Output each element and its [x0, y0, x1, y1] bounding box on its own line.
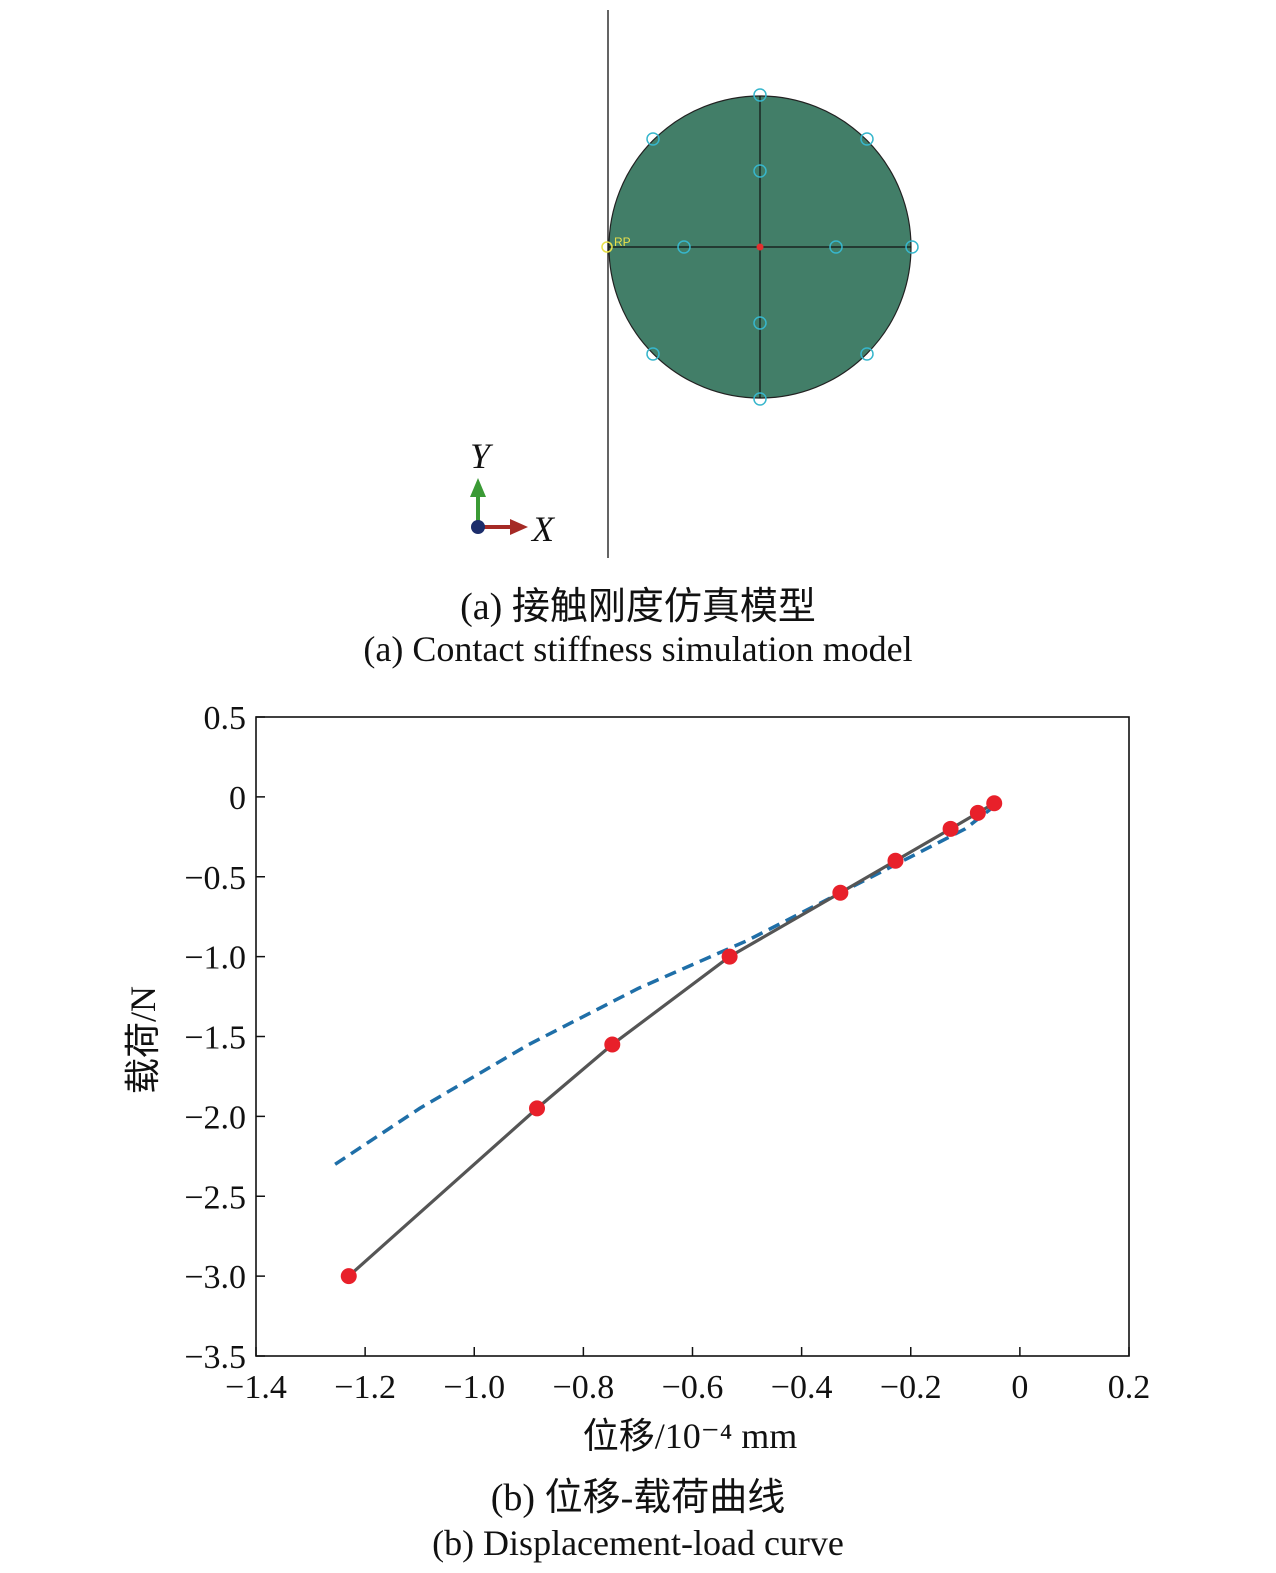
- seed-point-2: [753, 164, 767, 178]
- y-tick-label: −0.5: [184, 860, 246, 897]
- seed-point-3: [753, 316, 767, 330]
- seed-point-9: [860, 132, 874, 146]
- seed-point-1: [753, 88, 767, 102]
- data-point: [986, 795, 1003, 812]
- y-tick-label: −1.5: [184, 1020, 246, 1057]
- y-axis-label: 载荷/N: [123, 986, 163, 1094]
- y-tick-label: 0: [229, 780, 246, 817]
- x-tick-label: −1.2: [334, 1369, 396, 1406]
- x-tick-label: −1.4: [225, 1369, 287, 1406]
- seed-point-4: [753, 392, 767, 406]
- simulation-curve-solid: [347, 801, 996, 1278]
- caption-a-english: (a) Contact stiffness simulation model: [363, 629, 913, 669]
- y-tick-label: −2.0: [184, 1099, 246, 1136]
- x-tick-label: −0.8: [553, 1369, 615, 1406]
- seed-points: [646, 88, 919, 406]
- y-axis-letter: Y: [470, 436, 494, 476]
- x-axis-ticks: −1.4 −1.2 −1.0 −0.8 −0.6 −0.4 −0.2 0 0.2: [225, 1347, 1150, 1406]
- data-point: [340, 1268, 357, 1285]
- displacement-load-chart: −1.4 −1.2 −1.0 −0.8 −0.6 −0.4 −0.2 0 0.2 0.5 0 −0.…: [123, 700, 1150, 1456]
- data-point: [969, 804, 986, 821]
- caption-b-chinese: (b) 位移-载荷曲线: [490, 1477, 786, 1519]
- seed-point-11: [860, 347, 874, 361]
- z-axis-origin-dot: [471, 520, 485, 534]
- x-tick-label: 0: [1011, 1369, 1028, 1406]
- x-axis-arrow-head: [510, 519, 528, 535]
- data-point: [887, 852, 904, 869]
- data-point: [942, 820, 959, 837]
- reference-point-marker: [601, 241, 613, 253]
- center-point: [756, 243, 764, 251]
- data-point: [528, 1100, 545, 1117]
- seed-point-8: [646, 132, 660, 146]
- x-axis-label: 位移/10⁻⁴ mm: [583, 1416, 798, 1456]
- x-tick-label: −0.6: [662, 1369, 724, 1406]
- y-tick-label: −3.0: [184, 1259, 246, 1296]
- seed-point-10: [646, 347, 660, 361]
- model-panel: RP Y X: [470, 10, 919, 558]
- data-point: [832, 884, 849, 901]
- caption-a-chinese: (a) 接触刚度仿真模型: [460, 586, 816, 628]
- seed-point-6: [829, 240, 843, 254]
- x-tick-label: −0.4: [771, 1369, 833, 1406]
- reference-point-label: RP: [614, 235, 631, 249]
- x-tick-label: −0.2: [880, 1369, 942, 1406]
- caption-b-english: (b) Displacement-load curve: [432, 1523, 844, 1563]
- seed-point-5: [677, 240, 691, 254]
- seed-point-7: [905, 240, 919, 254]
- plot-frame: [255, 716, 1130, 1357]
- data-point: [604, 1036, 621, 1053]
- series-layer: [334, 795, 1003, 1285]
- coordinate-triad: Y X: [470, 436, 556, 549]
- x-tick-label: 0.2: [1108, 1369, 1151, 1406]
- x-axis-letter: X: [530, 509, 556, 549]
- x-tick-label: −1.0: [443, 1369, 505, 1406]
- data-point: [721, 948, 738, 965]
- y-tick-label: 0.5: [204, 700, 247, 737]
- y-axis-arrow-head: [470, 478, 486, 497]
- y-tick-label: −2.5: [184, 1179, 246, 1216]
- y-tick-label: −1.0: [184, 940, 246, 977]
- fit-curve-dashed: [334, 801, 1000, 1166]
- y-axis-ticks: 0.5 0 −0.5 −1.0 −1.5 −2.0 −2.5 −3.0 −3.5: [184, 700, 265, 1376]
- y-tick-label: −3.5: [184, 1339, 246, 1376]
